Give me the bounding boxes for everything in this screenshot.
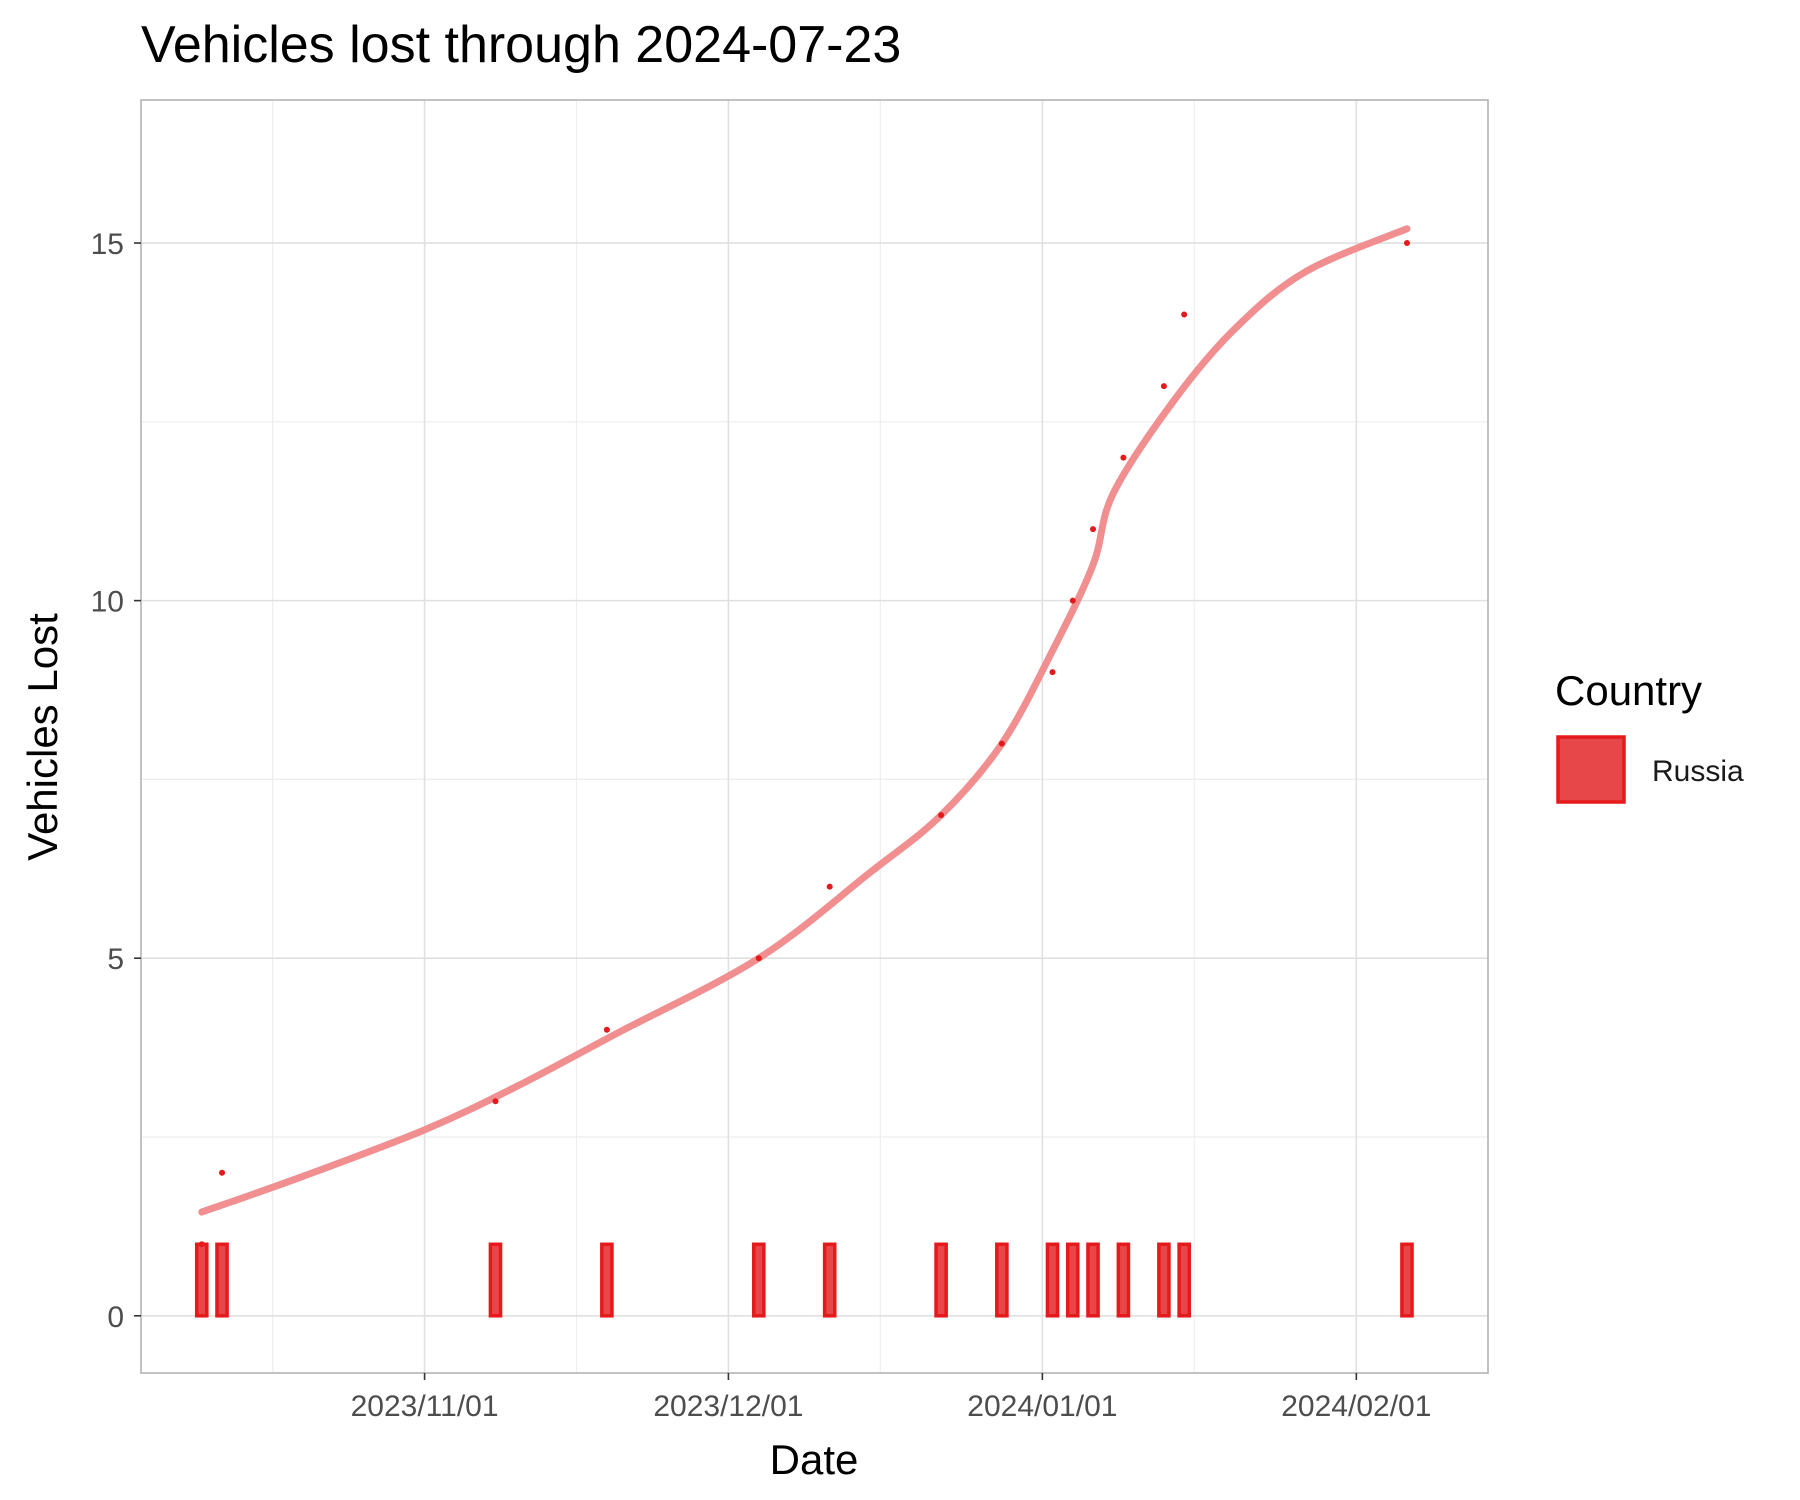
cumulative-point (938, 812, 945, 819)
y-tick-label: 15 (91, 228, 124, 261)
y-tick-label: 0 (107, 1301, 124, 1334)
daily-loss-bar (1116, 1242, 1131, 1318)
daily-loss-bar (822, 1242, 837, 1318)
x-axis-ticks: 2023/11/01 2023/12/01 2024/01/01 2024/02/01 (351, 1373, 1431, 1423)
cumulative-point (826, 883, 833, 890)
cumulative-point (1181, 311, 1188, 318)
daily-loss-bar (1177, 1242, 1191, 1318)
x-axis-title: Date (770, 1436, 859, 1483)
plot-panel-border (140, 99, 1489, 1374)
y-axis-title: Vehicles Lost (19, 613, 66, 861)
daily-loss-bar (1400, 1242, 1414, 1318)
cumulative-point (198, 1241, 205, 1248)
x-tick-label: 2024/02/01 (1281, 1390, 1431, 1423)
cumulative-points (198, 240, 1410, 1248)
daily-loss-bar (934, 1242, 948, 1318)
x-tick-label: 2023/11/01 (351, 1390, 499, 1423)
daily-loss-bar (194, 1242, 209, 1318)
cumulative-point (1120, 454, 1127, 461)
cumulative-point (755, 955, 762, 962)
smooth-trend-line (198, 225, 1411, 1216)
daily-loss-bar (751, 1242, 766, 1318)
chart-title: Vehicles lost through 2024-07-23 (141, 16, 901, 74)
daily-loss-bar (215, 1242, 229, 1318)
cumulative-point (1049, 669, 1056, 676)
cumulative-point (1403, 240, 1410, 247)
cumulative-point (603, 1026, 610, 1033)
daily-loss-bar (1086, 1242, 1100, 1318)
legend: Country Russia (1555, 667, 1744, 804)
legend-label-russia: Russia (1652, 755, 1744, 788)
legend-key-russia (1556, 735, 1626, 804)
y-tick-label: 10 (91, 586, 124, 619)
daily-loss-bar (1065, 1242, 1080, 1318)
cumulative-point (998, 740, 1005, 747)
daily-loss-bar (1045, 1242, 1060, 1318)
daily-loss-bar (600, 1242, 614, 1318)
x-tick-label: 2023/12/01 (653, 1390, 803, 1423)
cumulative-point (1090, 526, 1097, 533)
legend-title: Country (1555, 667, 1702, 714)
daily-loss-bar (995, 1242, 1009, 1318)
grid (141, 100, 1488, 1373)
daily-loss-bar (488, 1242, 503, 1318)
y-tick-label: 5 (107, 943, 124, 976)
cumulative-point (492, 1098, 499, 1105)
y-axis-ticks: 0 5 10 15 (91, 228, 141, 1334)
cumulative-point (219, 1169, 226, 1176)
x-tick-label: 2024/01/01 (967, 1390, 1117, 1423)
cumulative-point (1160, 383, 1167, 390)
daily-loss-bars (194, 1242, 1414, 1318)
cumulative-point (1069, 597, 1076, 604)
daily-loss-bar (1157, 1242, 1171, 1318)
